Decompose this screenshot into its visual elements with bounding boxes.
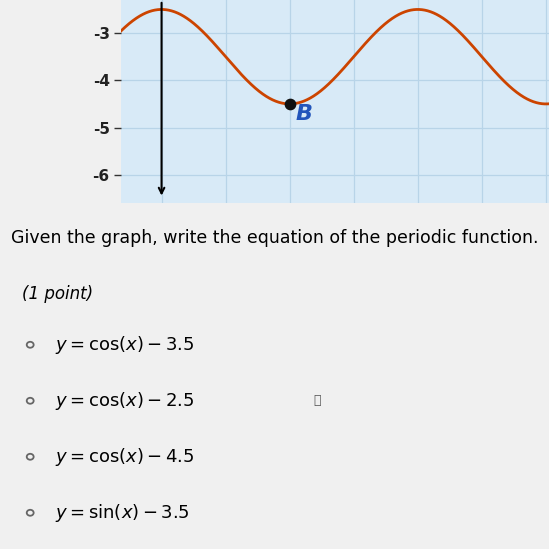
Text: (1 point): (1 point) — [22, 285, 93, 304]
Point — [285, 99, 294, 108]
Text: $y = \mathrm{cos}(x) - 3.5$: $y = \mathrm{cos}(x) - 3.5$ — [55, 334, 194, 356]
Text: 👍: 👍 — [313, 394, 321, 407]
Text: $y = \mathrm{cos}(x) - 4.5$: $y = \mathrm{cos}(x) - 4.5$ — [55, 446, 194, 468]
Text: $y = \mathrm{cos}(x) - 2.5$: $y = \mathrm{cos}(x) - 2.5$ — [55, 390, 194, 412]
Text: B: B — [296, 104, 313, 125]
Text: Given the graph, write the equation of the periodic function.: Given the graph, write the equation of t… — [11, 229, 539, 248]
Text: $y = \mathrm{sin}(x) - 3.5$: $y = \mathrm{sin}(x) - 3.5$ — [55, 502, 190, 524]
